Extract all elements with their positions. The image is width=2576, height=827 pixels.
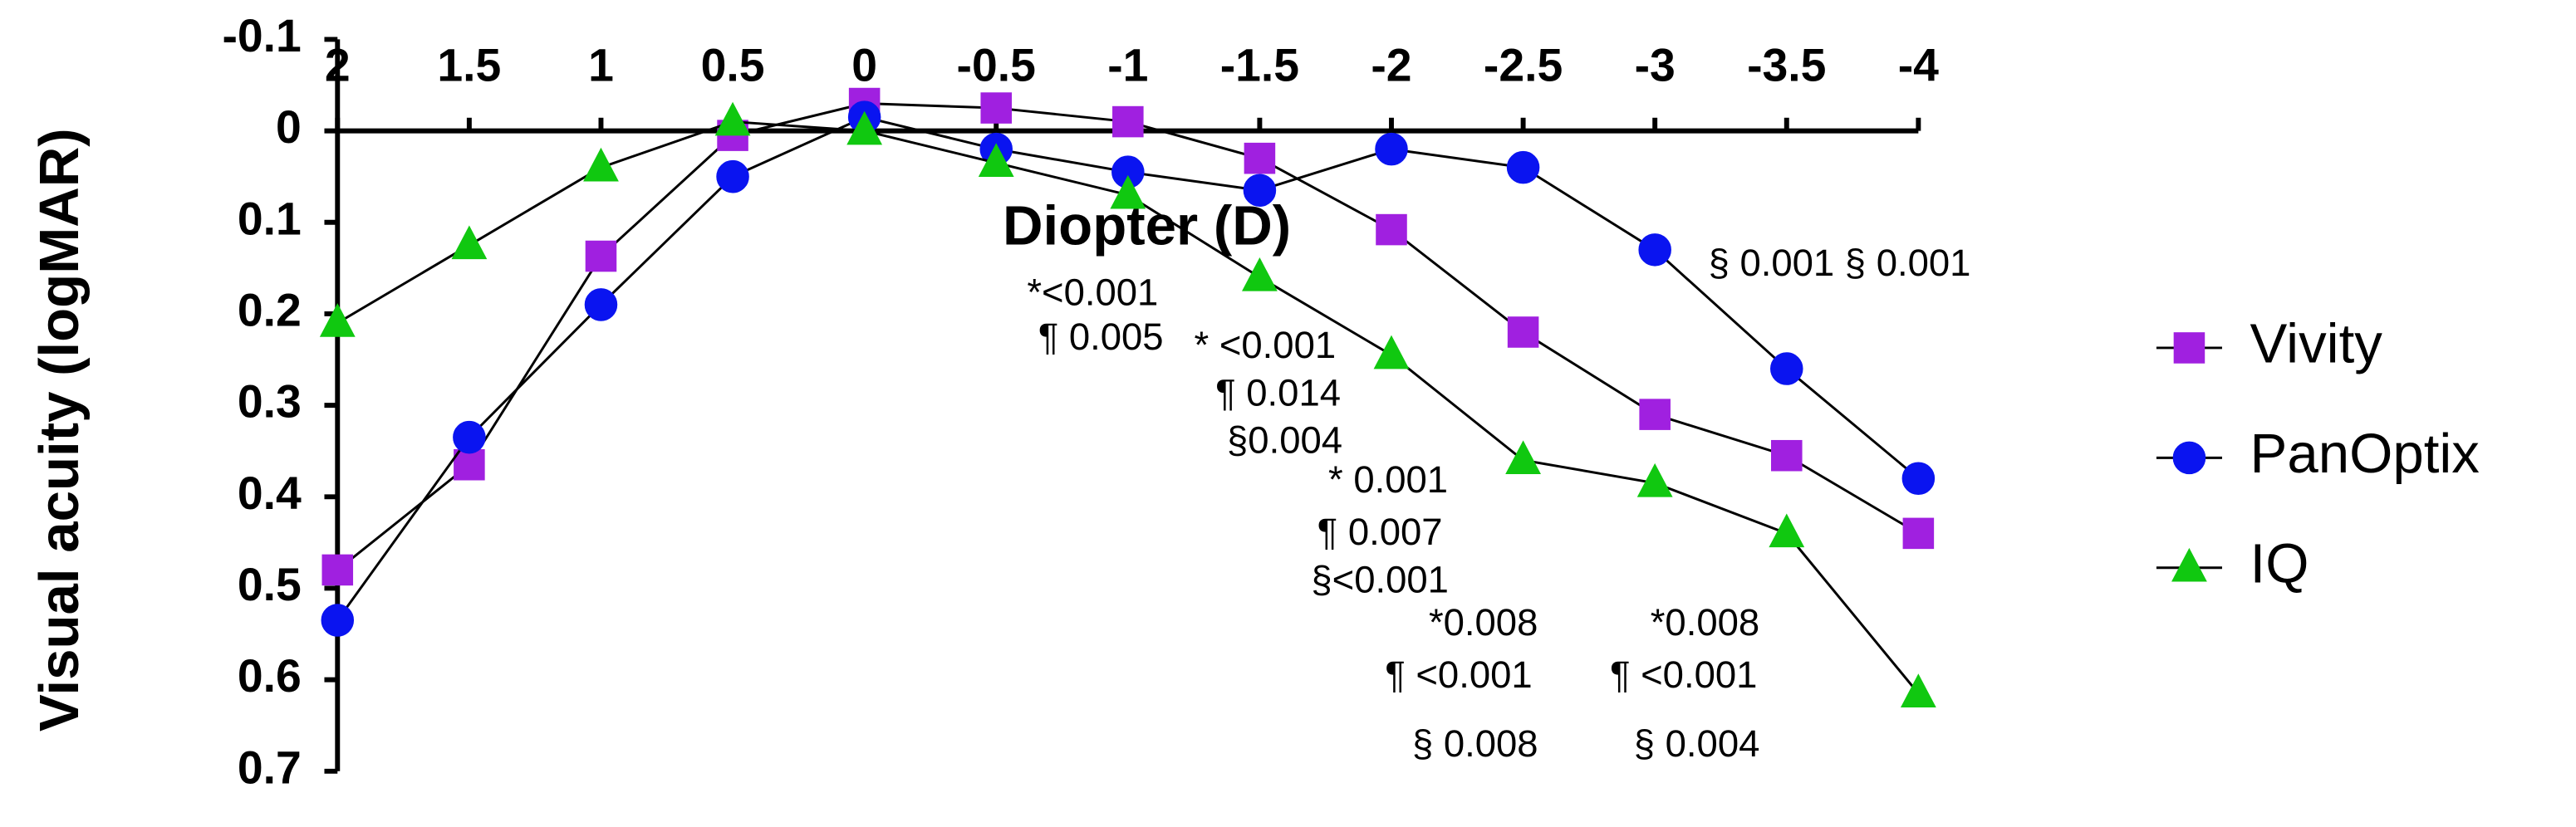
data-point: [321, 604, 355, 637]
annotation: § 0.001 § 0.001: [1709, 242, 1971, 284]
data-point: [1902, 517, 1935, 550]
x-tick-label: -2.5: [1484, 40, 1563, 91]
x-tick-label: 2: [325, 40, 351, 91]
annotation: § 0.008: [1412, 722, 1538, 765]
x-tick-label: 0: [851, 40, 877, 91]
data-point: [1636, 462, 1673, 497]
annotation: § 0.004: [1634, 722, 1760, 765]
data-point: [846, 110, 883, 145]
data-point: [1244, 142, 1276, 174]
y-axis-label: Visual acuity (logMAR): [28, 128, 91, 732]
data-point: [454, 448, 485, 481]
data-point: [453, 420, 486, 454]
annotation: *0.008: [1651, 601, 1759, 643]
data-point: [1110, 174, 1146, 209]
y-tick-label: 0.4: [238, 467, 302, 519]
data-point: [1900, 673, 1936, 707]
data-point: [1770, 439, 1803, 472]
legend-marker: [2173, 332, 2206, 364]
data-point: [1112, 105, 1144, 138]
y-tick-label: 0.1: [238, 193, 302, 244]
annotation: ¶ <0.001: [1385, 653, 1532, 696]
annotation: * 0.001: [1328, 458, 1448, 501]
annotation: ¶ 0.007: [1317, 511, 1443, 553]
data-point: [980, 92, 1013, 124]
annotation: *0.008: [1429, 601, 1538, 643]
data-point: [1638, 233, 1671, 267]
legend-label: IQ: [2250, 533, 2309, 595]
data-point: [583, 147, 619, 182]
data-point: [1242, 257, 1278, 291]
annotation: * <0.001: [1195, 324, 1337, 366]
data-point: [319, 303, 356, 337]
y-tick-label: 0.3: [238, 376, 302, 428]
data-point: [1639, 399, 1671, 430]
y-tick-label: 0: [276, 101, 302, 153]
data-point: [1507, 316, 1539, 348]
legend-marker: [2172, 441, 2206, 475]
data-point: [1243, 174, 1277, 207]
x-tick-label: -3: [1635, 40, 1676, 91]
annotation: *<0.001: [1027, 272, 1158, 314]
data-point: [1769, 513, 1805, 548]
annotation: ¶ 0.005: [1038, 316, 1164, 358]
data-point: [1506, 150, 1540, 184]
data-point: [714, 101, 751, 136]
y-tick-label: 0.7: [238, 741, 302, 793]
x-tick-label: -1.5: [1220, 40, 1299, 91]
x-tick-label: -3.5: [1747, 40, 1826, 91]
x-tick-label: 1.5: [437, 40, 501, 91]
legend-label: Vivity: [2250, 313, 2383, 375]
x-tick-label: 1: [588, 40, 614, 91]
data-point: [584, 288, 618, 321]
y-tick-label: 0.2: [238, 285, 302, 336]
legend-marker: [2171, 547, 2207, 582]
data-point: [1376, 213, 1407, 246]
data-point: [1375, 132, 1408, 166]
x-tick-label: -2: [1371, 40, 1411, 91]
annotation: ¶ 0.014: [1215, 371, 1341, 414]
legend-label: PanOptix: [2250, 423, 2480, 485]
x-axis-label: Diopter (D): [1003, 194, 1291, 257]
y-tick-label: -0.1: [222, 10, 301, 61]
x-tick-label: -1: [1107, 40, 1148, 91]
data-point: [1505, 440, 1541, 475]
data-point: [978, 143, 1014, 177]
data-point: [585, 240, 617, 272]
data-point: [321, 554, 354, 586]
data-point: [716, 159, 749, 193]
annotation: §<0.001: [1311, 559, 1449, 601]
data-point: [1770, 352, 1803, 385]
data-point: [1373, 335, 1410, 369]
y-tick-label: 0.6: [238, 650, 302, 702]
annotation: ¶ <0.001: [1610, 653, 1757, 696]
data-point: [1901, 462, 1936, 496]
x-tick-label: -4: [1898, 40, 1939, 91]
x-tick-label: 0.5: [701, 40, 765, 91]
y-tick-label: 0.5: [238, 559, 302, 610]
data-point: [451, 225, 488, 260]
annotation: §0.004: [1227, 419, 1342, 462]
x-tick-label: -0.5: [957, 40, 1036, 91]
